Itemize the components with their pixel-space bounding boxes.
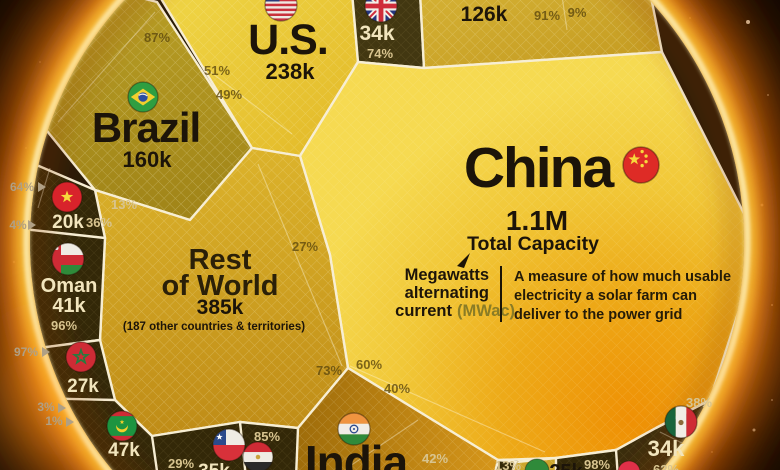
china-flag	[622, 146, 660, 184]
egypt-pct-a: 85%	[254, 429, 280, 444]
mexico-pct-a: 38%	[686, 395, 712, 410]
caption-pointer-icon	[457, 253, 470, 268]
country-126k-value: 126k	[461, 3, 508, 26]
oman-value: 41k	[52, 295, 86, 317]
mauritania-value: 47k	[108, 440, 140, 461]
row-note: (187 other countries & territories)	[123, 321, 305, 333]
region-india-edge-border	[492, 458, 518, 470]
region-mexico-border	[614, 398, 744, 470]
us-value: 238k	[266, 59, 316, 84]
india-pct-a: 42%	[422, 451, 448, 466]
brazil-flag	[127, 81, 159, 113]
morocco-pct-outer-a: 97%	[14, 345, 38, 359]
country-126k-pct-a: 91%	[534, 8, 560, 23]
unit-term-line1: Megawatts	[405, 266, 489, 284]
region-chile-border	[150, 420, 250, 470]
mexico-pct-b: 62%	[653, 462, 679, 470]
brazil-pct-a: 87%	[144, 30, 170, 45]
inner-rim-shade	[30, 0, 744, 470]
arrow-3-icon	[58, 403, 66, 413]
region-india-texture	[296, 368, 498, 470]
china-value: 1.1M	[506, 205, 568, 236]
chile-value: 35k	[198, 461, 230, 470]
split-line	[349, 419, 419, 467]
region-country-25k-border	[508, 456, 560, 470]
china-name: China	[464, 136, 616, 200]
mexico-flag	[664, 405, 698, 439]
china-pct-a: 60%	[356, 357, 382, 372]
split-line	[561, 0, 568, 31]
row-pct-b: 73%	[316, 363, 342, 378]
china-pct-b: 40%	[384, 381, 410, 396]
arrow-64-icon	[38, 182, 46, 192]
row-value: 385k	[197, 296, 244, 319]
chile-flag	[212, 428, 246, 462]
uk-pct-a: 74%	[367, 46, 393, 61]
chile-pct-a: 29%	[168, 456, 194, 470]
country-98-flag	[617, 460, 641, 470]
unit-def-line2: electricity a solar farm can	[514, 288, 697, 304]
country-25k-value: 25k	[549, 461, 583, 470]
egypt-flag	[242, 441, 274, 470]
uk-value: 34k	[359, 22, 394, 45]
arrow-4-icon	[28, 220, 36, 230]
us-name: U.S.	[248, 16, 328, 64]
region-country-98-border	[554, 448, 624, 470]
vietnam-value: 20k	[52, 212, 84, 233]
morocco-flag	[65, 341, 97, 373]
morocco-value: 27k	[67, 376, 99, 397]
uk-flag	[364, 0, 398, 23]
split-line	[257, 163, 343, 367]
mauritania-flag	[106, 410, 138, 442]
us-flag	[264, 0, 298, 22]
country-25k-pct-a: 13%	[495, 458, 521, 470]
region-us-texture	[157, 0, 358, 156]
split-line	[349, 365, 546, 453]
mauritania-pct-outer: 1%	[45, 414, 63, 428]
row-name-line1: Rest	[189, 244, 252, 276]
oman-pct-a: 96%	[51, 318, 77, 333]
india-flag	[337, 412, 371, 446]
oman-pct-outer: 4%	[9, 218, 27, 232]
china-value-caption: Total Capacity	[467, 233, 599, 255]
region-country-126k-texture	[420, 0, 662, 68]
unit-abbrev: (MWac)	[457, 302, 515, 320]
brazil-pct-b: 13%	[111, 197, 137, 212]
rim-highlight	[26, 0, 748, 470]
brazil-value: 160k	[123, 147, 173, 172]
country-126k-pct-b: 9%	[568, 5, 587, 20]
us-pct-a: 51%	[204, 63, 230, 78]
row-name-line2: of World	[161, 270, 278, 302]
arrow-97-icon	[42, 347, 50, 357]
india-name: India	[305, 436, 409, 470]
split-line	[199, 63, 293, 135]
vietnam-pct-a: 36%	[86, 215, 112, 230]
us-pct-b: 49%	[216, 87, 242, 102]
vietnam-flag	[51, 181, 83, 213]
oman-name: Oman	[41, 275, 98, 297]
country-98-pct-a: 98%	[584, 457, 610, 470]
unit-def-line1: A measure of how much usable	[514, 269, 731, 285]
brazil-name: Brazil	[92, 104, 200, 151]
arrow-1-icon	[66, 417, 74, 427]
unit-def-line3: deliver to the power grid	[514, 307, 682, 323]
vietnam-pct-outer: 64%	[10, 180, 34, 194]
oman-flag	[51, 242, 85, 276]
star	[746, 20, 750, 24]
unit-term-line3: current	[395, 302, 452, 320]
row-pct-a: 27%	[292, 239, 318, 254]
country-25k-flag	[524, 458, 550, 470]
region-rest-of-world-texture	[95, 148, 348, 436]
unit-term-line2: alternating	[405, 284, 489, 302]
mexico-value: 34k	[648, 436, 685, 461]
morocco-pct-outer-b: 3%	[37, 400, 55, 414]
region-india-edge-texture	[494, 460, 516, 470]
